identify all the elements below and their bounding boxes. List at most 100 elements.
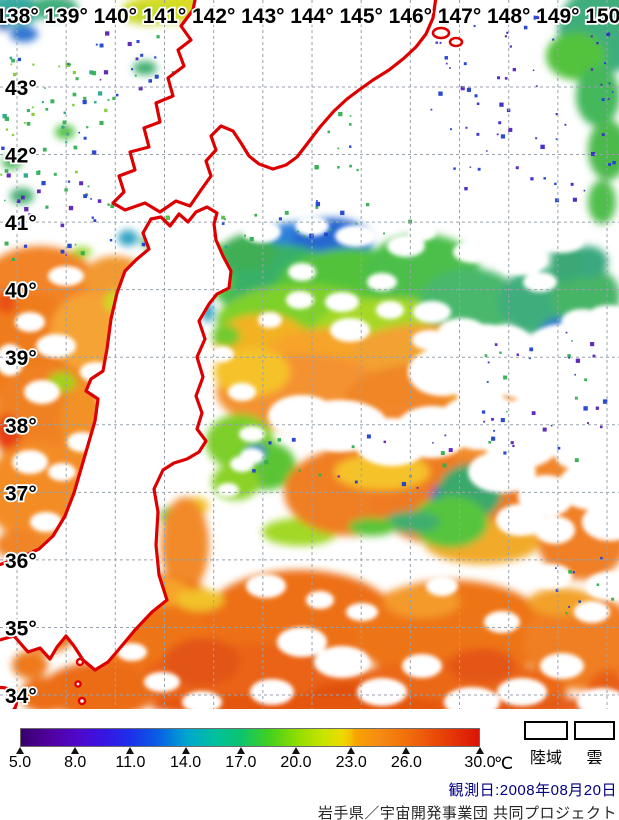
sst-speck [473,25,476,28]
sst-speck [448,448,453,453]
hokkaido-coastline [111,0,438,214]
sst-speck [99,78,102,81]
legend-panel: 5.0 8.0 11.0 14.0 17.0 20.0 23.0 26.0 30.0 ℃ 陸域 … [0,713,619,820]
sst-speck [78,131,81,134]
sst-speck [23,121,26,124]
cloud-blob [240,448,264,464]
sst-speck [224,245,228,249]
sst-speck [67,63,69,65]
longitude-label: 150° [585,5,619,28]
sst-speck [555,567,557,569]
sst-speck [466,87,472,92]
sst-speck [435,41,438,44]
sst-speck [31,106,34,109]
sst-speck [87,185,90,188]
cloud-blob [484,611,520,633]
sst-blob [12,651,48,679]
sst-speck [337,166,340,169]
cloud-blob [36,334,76,358]
sst-speck [530,177,534,181]
sst-speck [97,199,102,203]
cloud-blob [496,504,544,536]
sst-speck [97,91,103,96]
cloud-blob [506,396,554,428]
cloud-legend-box [574,721,615,740]
sst-speck [611,597,615,601]
cloud-blob [453,241,491,263]
sst-speck [491,436,496,441]
sst-speck [103,70,109,75]
scale-tick [402,747,411,754]
sst-speck [608,82,611,85]
sst-speck [20,195,25,200]
sst-speck [112,96,116,101]
sst-speck [23,173,28,178]
sst-speck [533,15,538,20]
sst-speck [0,173,3,176]
sst-speck [138,86,143,91]
island-outline [431,26,451,40]
sst-speck [486,150,488,152]
sst-speck [330,228,333,231]
scale-tick [71,747,80,754]
sst-speck [22,218,25,221]
sst-speck [156,35,160,39]
sst-speck [278,217,282,221]
sst-speck [509,45,512,48]
longitude-label: 142° [192,5,235,28]
sst-speck [596,41,599,45]
sst-speck [83,194,87,199]
sst-speck [95,43,98,46]
sst-speck [555,589,559,592]
sst-speck [504,77,508,80]
sst-speck [440,451,445,456]
scale-tick [292,747,300,754]
sst-speck [469,166,472,168]
land-legend-label: 陸域 [529,750,562,767]
sst-speck [223,218,226,221]
sst-speck [264,460,269,465]
sst-speck [338,111,343,117]
sst-speck [464,186,468,191]
sst-speck [531,411,536,416]
sst-speck [574,458,579,463]
longitude-label: 145° [339,5,382,28]
cloud-blob [0,344,24,376]
longitude-label: 146° [389,5,432,28]
cloud-blob [541,231,583,253]
sst-speck [72,70,76,75]
cloud-blob [540,653,584,679]
sst-speck [512,444,515,448]
cloud-blob [325,292,359,312]
sst-speck [607,98,610,100]
cloud-blob [288,263,316,281]
sst-speck [565,331,568,334]
longitude-label: 148° [487,5,530,28]
sst-speck [493,429,496,432]
sst-speck [45,205,49,209]
cloud-blob [561,309,603,335]
sst-speck [500,134,506,139]
sst-speck [67,180,71,183]
sst-speck [94,100,97,104]
sst-blob [161,497,209,593]
sst-speck [570,182,574,186]
sst-speck [309,233,314,239]
sst-speck [572,197,577,202]
cloud-blob [117,643,147,661]
cloud-blob [574,601,610,623]
sst-speck [568,356,571,359]
sst-speck [327,130,331,134]
sst-speck [565,611,568,615]
sst-speck [568,605,570,608]
cloud-blob [498,249,546,275]
sst-speck [107,203,110,206]
sst-speck [555,198,560,203]
sst-speck [512,67,517,72]
sst-speck [74,243,77,246]
cloud-blob [15,312,45,332]
latitude-label: 43° [5,77,37,100]
sst-speck [268,441,272,445]
sst-speck [42,147,47,152]
